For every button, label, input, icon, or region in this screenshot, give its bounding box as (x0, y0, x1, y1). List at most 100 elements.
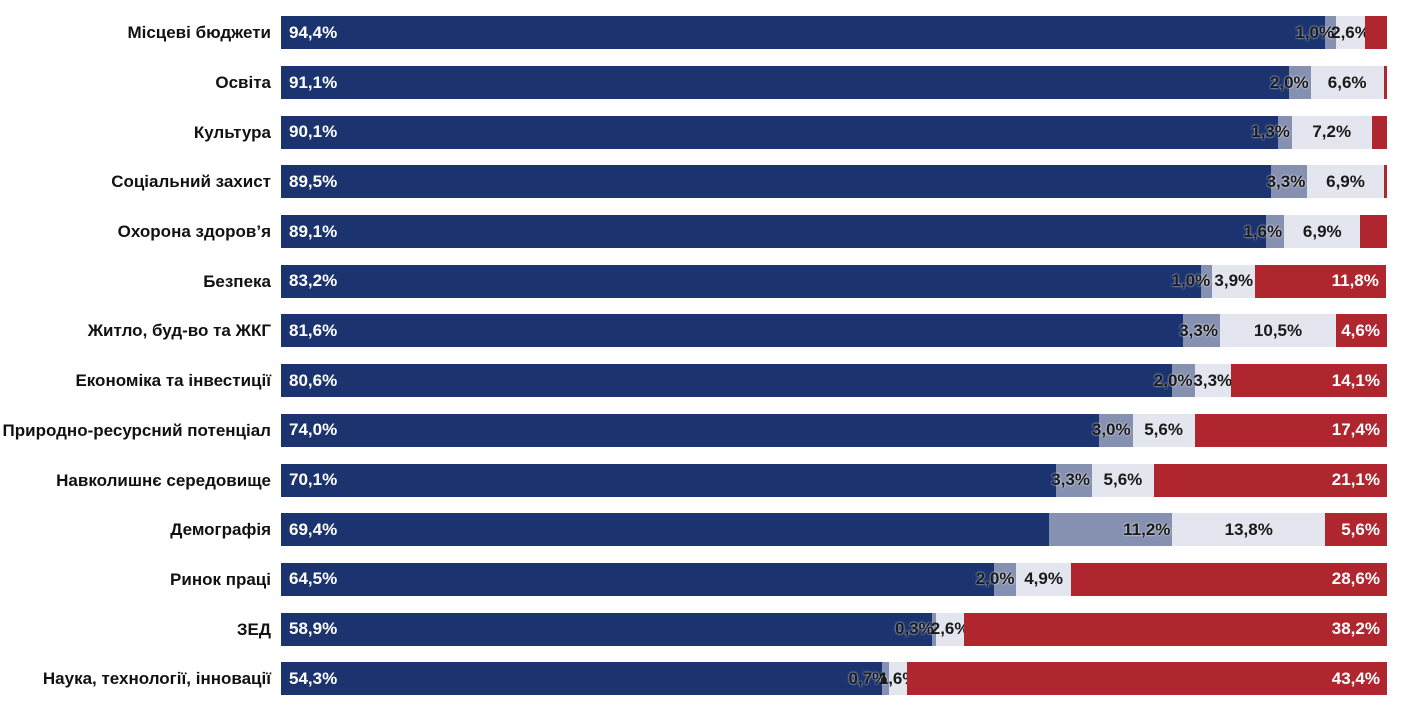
category-label: Навколишнє середовище (56, 470, 271, 490)
stacked-bar: 90,1% 1,3% 7,2% (281, 115, 1387, 149)
category-label: Освіта (215, 73, 271, 93)
category-label: Економіка та інвестиції (75, 371, 271, 391)
bar-row: Освіта 91,1% 2,0% 6,6% (0, 58, 1410, 108)
stacked-bar: 69,4% 11,2% 13,8% 5,6% (281, 513, 1387, 547)
bar-segment: 3,3% (1193, 364, 1233, 398)
category-label: Культура (193, 122, 271, 142)
bar-segment: 70,1% (281, 463, 1056, 497)
bar-segment: 1,0% (1171, 264, 1213, 298)
bar-segment: 3,3% (1267, 165, 1308, 199)
bar-segment: 1,3% (1251, 115, 1292, 149)
bar-segment: 83,2% (281, 264, 1202, 298)
bar-segment: 3,9% (1212, 264, 1256, 298)
bar-row: Ринок праці 64,5% 2,0% 4,9% 28,6% (0, 555, 1410, 605)
bar-segment: 38,2% (964, 612, 1387, 646)
bar-row: Економіка та інвестиції 80,6% 2,0% 3,3% 14,1… (0, 356, 1410, 406)
value-label: 0,3% (894, 619, 934, 639)
bar-segment: 3,0% (1092, 413, 1133, 447)
category-label: Місцеві бюджети (127, 23, 271, 43)
bar-segment: 54,3% (281, 662, 882, 696)
category-label: Ринок праці (170, 569, 271, 589)
category-label: Природно-ресурсний потенціал (2, 420, 271, 440)
value-label: 6,9% (1302, 221, 1342, 241)
value-label: 64,5% (289, 569, 338, 589)
bar-segment: 3,3% (1051, 463, 1092, 497)
value-label: 54,3% (289, 668, 338, 688)
value-label: 2,0% (975, 569, 1015, 589)
bar-row: Природно-ресурсний потенціал 74,0% 3,0% 5,6… (0, 406, 1410, 456)
value-label: 89,1% (289, 221, 338, 241)
bar-segment: 64,5% (281, 562, 995, 596)
stacked-bar: 80,6% 2,0% 3,3% 14,1% (281, 364, 1387, 398)
value-label: 10,5% (1253, 320, 1303, 340)
value-label: 58,9% (289, 619, 338, 639)
bar-row: Безпека 83,2% 1,0% 3,9% 11,8% (0, 256, 1410, 306)
value-label: 4,9% (1024, 569, 1063, 589)
value-label: 89,5% (289, 171, 338, 191)
value-label: 5,6% (1144, 420, 1183, 440)
bar-segment: 43,4% (906, 662, 1387, 696)
bar-segment: 6,6% (1310, 66, 1384, 100)
value-label: 5,6% (1341, 519, 1380, 539)
bar-segment: 0,3% (895, 612, 936, 646)
value-label: 0,7% (848, 668, 888, 688)
value-label: 7,2% (1312, 122, 1352, 142)
value-label: 2,6% (930, 619, 970, 639)
value-label: 70,1% (289, 470, 338, 490)
bar-segment: 80,6% (281, 364, 1173, 398)
value-label: 17,4% (1331, 420, 1380, 440)
bar-row: ЗЕД 58,9% 0,3% 2,6% 38,2% (0, 604, 1410, 654)
value-label: 28,6% (1331, 569, 1380, 589)
bar-segment: 5,6% (1092, 463, 1154, 497)
value-label: 5,6% (1103, 470, 1143, 490)
bar-segment: 6,9% (1284, 215, 1361, 249)
value-label: 83,2% (289, 271, 338, 291)
bar-row: Житло, буд-во та ЖКГ 81,6% 3,3% 10,5% 4,6% (0, 306, 1410, 356)
bar-segment: 11,2% (1048, 513, 1173, 547)
value-label: 1,0% (1171, 271, 1211, 291)
value-label: 2,6% (1331, 22, 1370, 42)
bar-segment: 17,4% (1194, 413, 1387, 447)
bar-row: Демографія 69,4% 11,2% 13,8% 5,6% (0, 505, 1410, 555)
bar-segment: 1,6% (879, 662, 918, 696)
bar-segment: 13,8% (1172, 513, 1326, 547)
category-label: Соціальний захист (111, 172, 271, 192)
value-label: 4,6% (1341, 320, 1380, 340)
value-label: 91,1% (289, 72, 338, 92)
value-label: 94,4% (289, 22, 338, 42)
stacked-bar: 54,3% 0,7% 1,6% 43,4% (281, 662, 1387, 696)
category-label: Безпека (203, 271, 271, 291)
bar-segment: 69,4% (281, 513, 1049, 547)
bar-segment: 2,0% (1154, 364, 1195, 398)
bar-row: Культура 90,1% 1,3% 7,2% (0, 107, 1410, 157)
value-label: 43,4% (1331, 668, 1380, 688)
bar-segment: 5,6% (1325, 513, 1387, 547)
stacked-bar: 58,9% 0,3% 2,6% 38,2% (281, 612, 1387, 646)
value-label: 2,0% (1153, 370, 1193, 390)
value-label: 11,2% (1123, 519, 1171, 539)
value-label: 6,6% (1327, 72, 1367, 92)
stacked-bar: 94,4% 1,0% 2,6% (281, 16, 1387, 50)
value-label: 90,1% (289, 122, 338, 142)
bar-segment: 91,1% (281, 66, 1289, 100)
bar-segment: 81,6% (281, 314, 1184, 348)
value-label: 3,3% (1179, 320, 1218, 340)
bar-segment (1371, 115, 1387, 149)
value-label: 81,6% (289, 320, 338, 340)
value-label: 3,0% (1091, 420, 1131, 440)
value-label: 3,3% (1051, 470, 1090, 490)
value-label: 1,3% (1251, 122, 1290, 142)
stacked-bar: 89,5% 3,3% 6,9% (281, 165, 1387, 199)
bar-segment (1383, 165, 1387, 199)
value-label: 6,9% (1326, 171, 1365, 191)
value-label: 3,3% (1266, 171, 1306, 191)
bar-segment: 74,0% (281, 413, 1100, 447)
bar-row: Місцеві бюджети 94,4% 1,0% 2,6% (0, 8, 1410, 58)
value-label: 3,9% (1214, 271, 1254, 291)
value-label: 13,8% (1224, 519, 1273, 539)
value-label: 38,2% (1331, 619, 1380, 639)
value-label: 3,3% (1193, 370, 1233, 390)
bar-segment: 2,0% (1270, 66, 1311, 100)
bar-segment: 2,6% (931, 612, 969, 646)
